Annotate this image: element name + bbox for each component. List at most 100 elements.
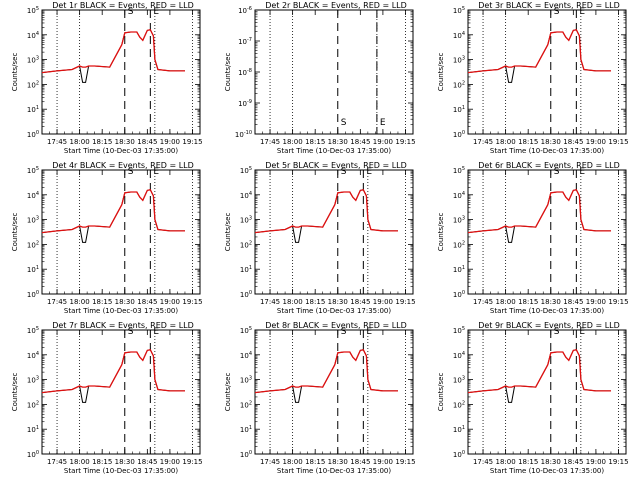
x-tick-label: 17:45: [47, 138, 67, 146]
marker-label-s: S: [554, 167, 560, 177]
y-tick-label: 105: [453, 166, 465, 175]
y-tick-label: 100: [27, 290, 39, 299]
marker-label-s: S: [128, 7, 134, 17]
y-tick-label: 100: [453, 290, 465, 299]
x-tick-label: 18:45: [350, 298, 370, 306]
x-tick-label: 19:15: [182, 138, 202, 146]
y-tick-label: 104: [240, 191, 252, 200]
x-tick-label: 18:45: [350, 458, 370, 466]
series-line-lld: [467, 188, 611, 234]
y-tick-label: 100: [240, 290, 252, 299]
x-tick-label: 18:30: [115, 298, 135, 306]
x-tick-label: 18:00: [283, 298, 303, 306]
plot-title-det-6r: Det 6r BLACK = Events, RED = LLD: [478, 161, 620, 170]
y-tick-label: 104: [453, 351, 465, 360]
x-tick-label: 18:45: [563, 298, 583, 306]
y-tick-label: 105: [240, 166, 252, 175]
x-tick-label: 18:00: [70, 298, 90, 306]
marker-label-s: S: [554, 327, 560, 337]
y-tick-label: 103: [453, 376, 465, 385]
y-axis-label: Counts/sec: [11, 373, 19, 412]
marker-label-s: S: [341, 118, 347, 128]
y-tick-label: 104: [27, 191, 39, 200]
y-tick-label: 103: [453, 56, 465, 65]
y-tick-label: 101: [240, 265, 252, 274]
plot-frame: [254, 169, 414, 295]
x-tick-label: 18:00: [70, 458, 90, 466]
series-line-lld: [467, 348, 611, 394]
series-line-events: [254, 349, 398, 403]
y-tick-label: 105: [453, 326, 465, 335]
y-tick-label: 100: [27, 450, 39, 459]
y-axis-label: Counts/sec: [224, 213, 232, 252]
plot-title-det-1r: Det 1r BLACK = Events, RED = LLD: [52, 1, 194, 10]
y-axis-label: Counts/sec: [437, 53, 445, 92]
plot-frame: [41, 9, 201, 135]
x-tick-label: 19:00: [160, 298, 180, 306]
y-tick-label: 104: [453, 31, 465, 40]
x-tick-label: 18:00: [70, 138, 90, 146]
x-tick-label: 18:00: [496, 138, 516, 146]
x-tick-label: 18:45: [137, 298, 157, 306]
x-tick-label: 19:15: [182, 298, 202, 306]
plot-title-det-8r: Det 8r BLACK = Events, RED = LLD: [265, 321, 407, 330]
x-tick-label: 18:30: [541, 138, 561, 146]
y-tick-label: 102: [240, 240, 252, 249]
y-tick-label: 101: [240, 425, 252, 434]
y-tick-label: 101: [453, 105, 465, 114]
x-tick-label: 19:00: [373, 298, 393, 306]
marker-label-e: E: [579, 167, 585, 177]
marker-label-e: E: [380, 118, 386, 128]
x-tick-label: 18:15: [92, 138, 112, 146]
y-tick-label: 101: [453, 425, 465, 434]
marker-label-s: S: [341, 327, 347, 337]
x-tick-label: 19:00: [373, 458, 393, 466]
series-line-lld: [254, 348, 398, 394]
x-tick-label: 19:15: [395, 138, 415, 146]
y-tick-label: 102: [453, 80, 465, 89]
x-tick-label: 18:45: [563, 138, 583, 146]
x-tick-label: 19:15: [608, 138, 628, 146]
y-tick-label: 100: [453, 130, 465, 139]
series-line-events: [254, 189, 398, 243]
x-tick-label: 18:30: [328, 138, 348, 146]
y-tick-label: 10-9: [238, 99, 252, 108]
x-tick-label: 19:15: [182, 458, 202, 466]
marker-label-e: E: [153, 7, 159, 17]
x-tick-label: 18:45: [137, 138, 157, 146]
marker-label-e: E: [366, 167, 372, 177]
plot-frame: [41, 169, 201, 295]
marker-label-e: E: [579, 7, 585, 17]
series-line-lld: [41, 188, 185, 234]
x-tick-label: 18:30: [328, 458, 348, 466]
x-tick-label: 19:00: [160, 458, 180, 466]
marker-label-s: S: [341, 167, 347, 177]
y-tick-label: 102: [240, 400, 252, 409]
x-axis-label: Start Time (10-Dec-03 17:35:00): [64, 147, 178, 155]
y-tick-label: 103: [27, 216, 39, 225]
series-line-events: [467, 29, 611, 83]
series-line-events: [41, 189, 185, 243]
y-axis-label: Counts/sec: [224, 53, 232, 92]
x-tick-label: 19:00: [586, 298, 606, 306]
x-tick-label: 19:00: [586, 138, 606, 146]
x-tick-label: 19:15: [395, 458, 415, 466]
plot-frame: [254, 9, 414, 135]
x-tick-label: 18:45: [563, 458, 583, 466]
x-axis-label: Start Time (10-Dec-03 17:35:00): [277, 467, 391, 475]
y-tick-label: 10-6: [238, 6, 252, 15]
y-tick-label: 101: [27, 105, 39, 114]
x-tick-label: 18:15: [92, 298, 112, 306]
marker-label-e: E: [579, 327, 585, 337]
y-tick-label: 103: [27, 376, 39, 385]
plot-frame: [254, 329, 414, 455]
x-tick-label: 18:00: [283, 138, 303, 146]
y-axis-label: Counts/sec: [11, 213, 19, 252]
y-tick-label: 104: [453, 191, 465, 200]
marker-label-e: E: [153, 327, 159, 337]
